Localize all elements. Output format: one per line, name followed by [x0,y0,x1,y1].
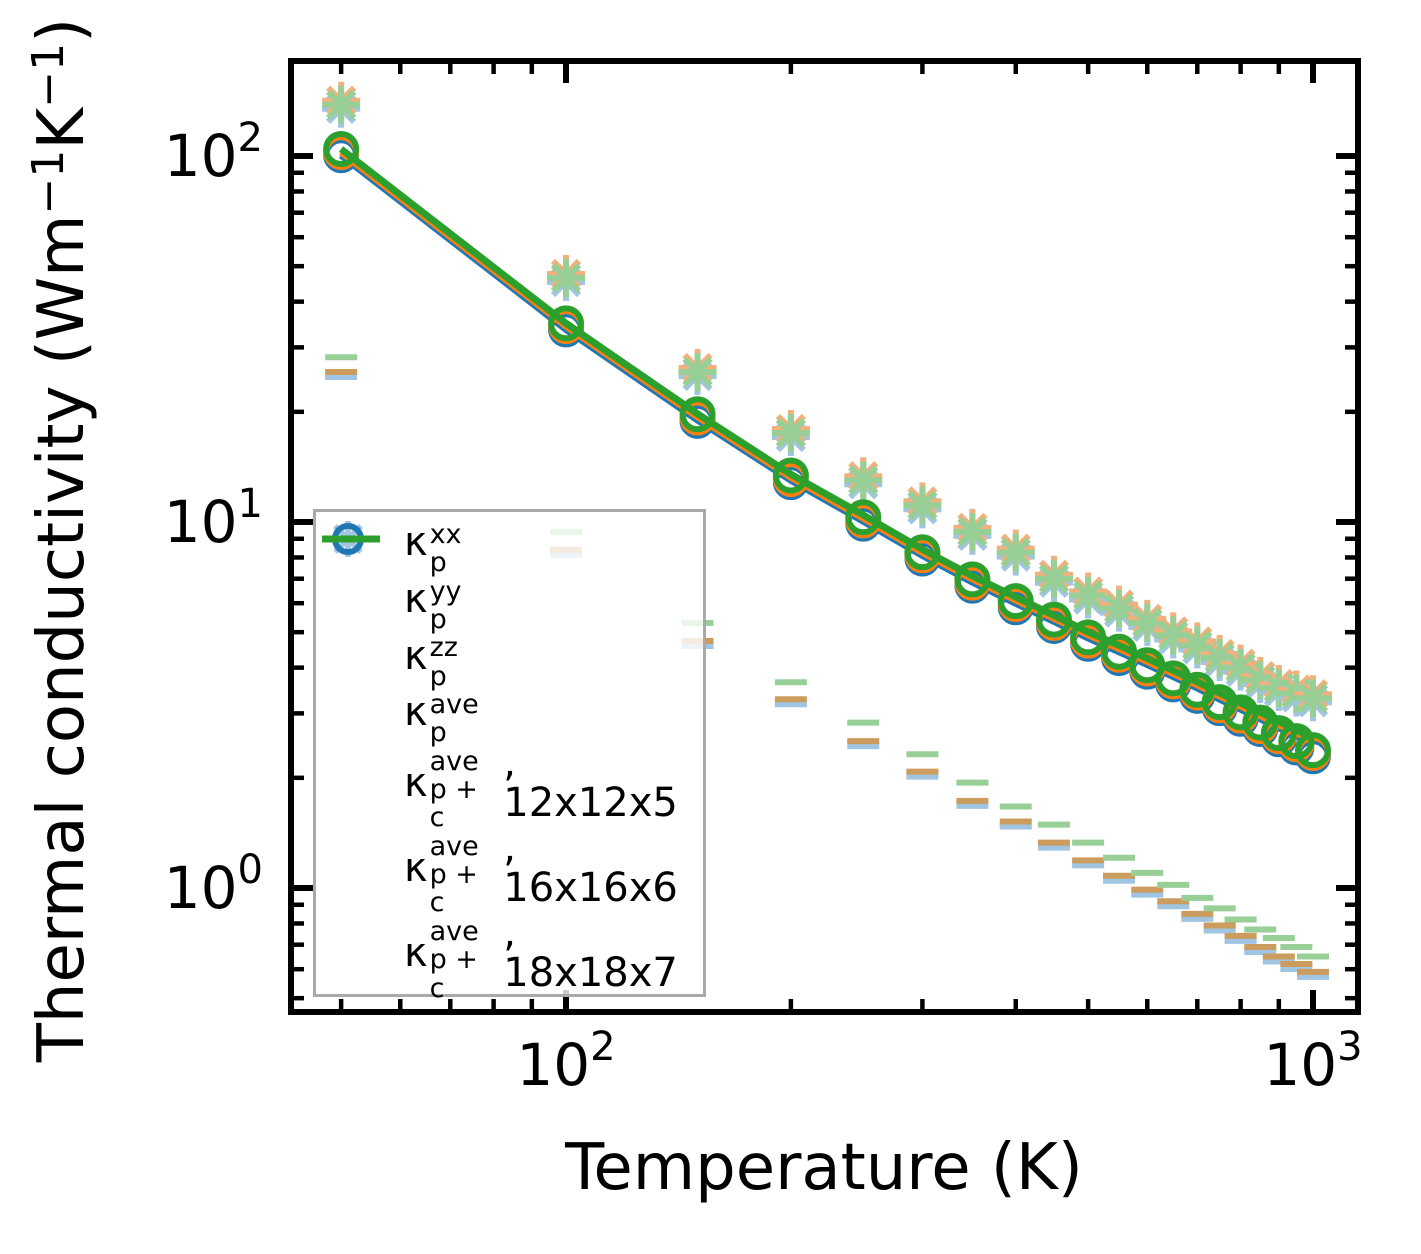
kappa-sup-sub: xx p [429,519,462,579]
kappa-sup-sub: yy p [429,575,462,636]
kappa-yy-cross-marker [907,490,938,521]
dash-legend-marker-icon [326,536,404,683]
series-kappa-xx-yy-markers [322,81,1332,722]
kappa-symbol: κ [404,519,428,566]
legend-label: κ ave p + c , 16x16x6 [404,825,703,917]
kappa-ave-circle-marker [548,305,584,342]
kappa-sup-sub: ave p [429,689,479,749]
y-axis-title-text: K [25,107,99,150]
series-kappa-ave-and-lines [323,131,1331,775]
y-tick-label: 100 [163,847,263,922]
kappa-sup-sub: ave p + c [429,915,479,1004]
kappa-ave-circle-marker [904,534,941,571]
legend-label: κ yy p [404,571,462,634]
kappa-yy-cross-marker [1038,563,1070,594]
kappa-yy-cross-marker [1073,580,1104,611]
kappa-sup-sub: ave p + c [429,745,479,834]
kappa-yy-cross-marker [957,516,988,547]
y-axis-title-text: Thermal conductivity (Wm [25,214,99,1063]
legend-label: κ ave p + c , 18x18x7 [404,910,703,1002]
legend-row-ave-12x12x5: κ ave p + c, 12x12x5 [322,535,703,832]
kappa-yy-cross-marker [1000,537,1031,568]
kappa-symbol: κ [404,576,428,623]
line-legend-marker-icon [322,535,404,810]
legend-label: κ ave p + c , 12x12x5 [404,740,703,832]
kappa-sup-sub: ave p + c [429,830,479,919]
axes-frame-and-ticks [288,58,1361,1015]
legend: κ xx p κ yy p κ zz p κ ave p κ ave p + c, 12x12x5 κ ave p… [313,509,706,1002]
kappa-symbol: κ [404,632,428,679]
legend-row-ave-18x18x7: κ ave p + c, 18x18x7 [322,535,703,1002]
legend-row-ave-16x16x6: κ ave p + c, 16x16x6 [322,535,703,917]
legend-mesh-text: , 12x12x5 [503,740,678,827]
y-axis-title-superscript: −1 [23,42,75,108]
x-tick-label: 102 [516,1024,616,1099]
y-axis-title: Thermal conductivity (Wm−1K−1) [23,18,99,1062]
kappa-symbol: κ [404,845,428,892]
y-tick-label: 102 [163,115,263,190]
x-tick-label: 103 [1263,1024,1363,1099]
kappa-ave-circle-marker [954,561,991,598]
kappa-ave-circle-marker [845,499,882,536]
kappa-yy-cross-marker [1103,593,1135,624]
kappa-yy-cross-marker [550,262,582,294]
legend-label: κ ave p [404,684,479,747]
legend-row-zz: κ zz p [326,536,703,691]
y-axis-title-superscript: −1 [23,149,75,215]
legend-mesh-text: , 18x18x7 [503,910,678,997]
kappa-ave-circle-marker [679,396,716,433]
legend-mesh-text: , 16x16x6 [503,825,678,912]
kappa-ave-circle-marker [772,457,809,494]
legend-row-yy: κ yy p [326,524,703,634]
kappa-yy-cross-marker [326,89,357,120]
kappa-yy-cross-marker [1297,683,1329,714]
legend-row-ave: κ ave p [326,523,703,747]
cross-legend-marker-icon [326,524,404,626]
y-tick-label: 101 [163,481,263,556]
legend-label: κ xx p [404,514,462,577]
kappa-sup-sub: zz p [429,632,458,692]
kappa-p-plus-c-line [338,146,1315,741]
y-axis-title-text: ) [25,17,99,43]
line-legend-marker-icon [322,535,404,980]
circle-legend-marker-icon [326,523,404,739]
kappa-yy-cross-marker [848,465,879,496]
kappa-symbol: κ [404,760,428,807]
kappa-symbol: κ [404,689,428,736]
kappa-symbol: κ [404,930,428,977]
kappa-ave-circle-marker [323,131,360,168]
kappa-yy-cross-marker [775,417,806,449]
line-legend-marker-icon [322,535,404,895]
x-axis-title: Temperature (K) [565,1131,1083,1205]
legend-label: κ zz p [404,627,458,691]
kappa-yy-cross-marker [682,356,713,388]
